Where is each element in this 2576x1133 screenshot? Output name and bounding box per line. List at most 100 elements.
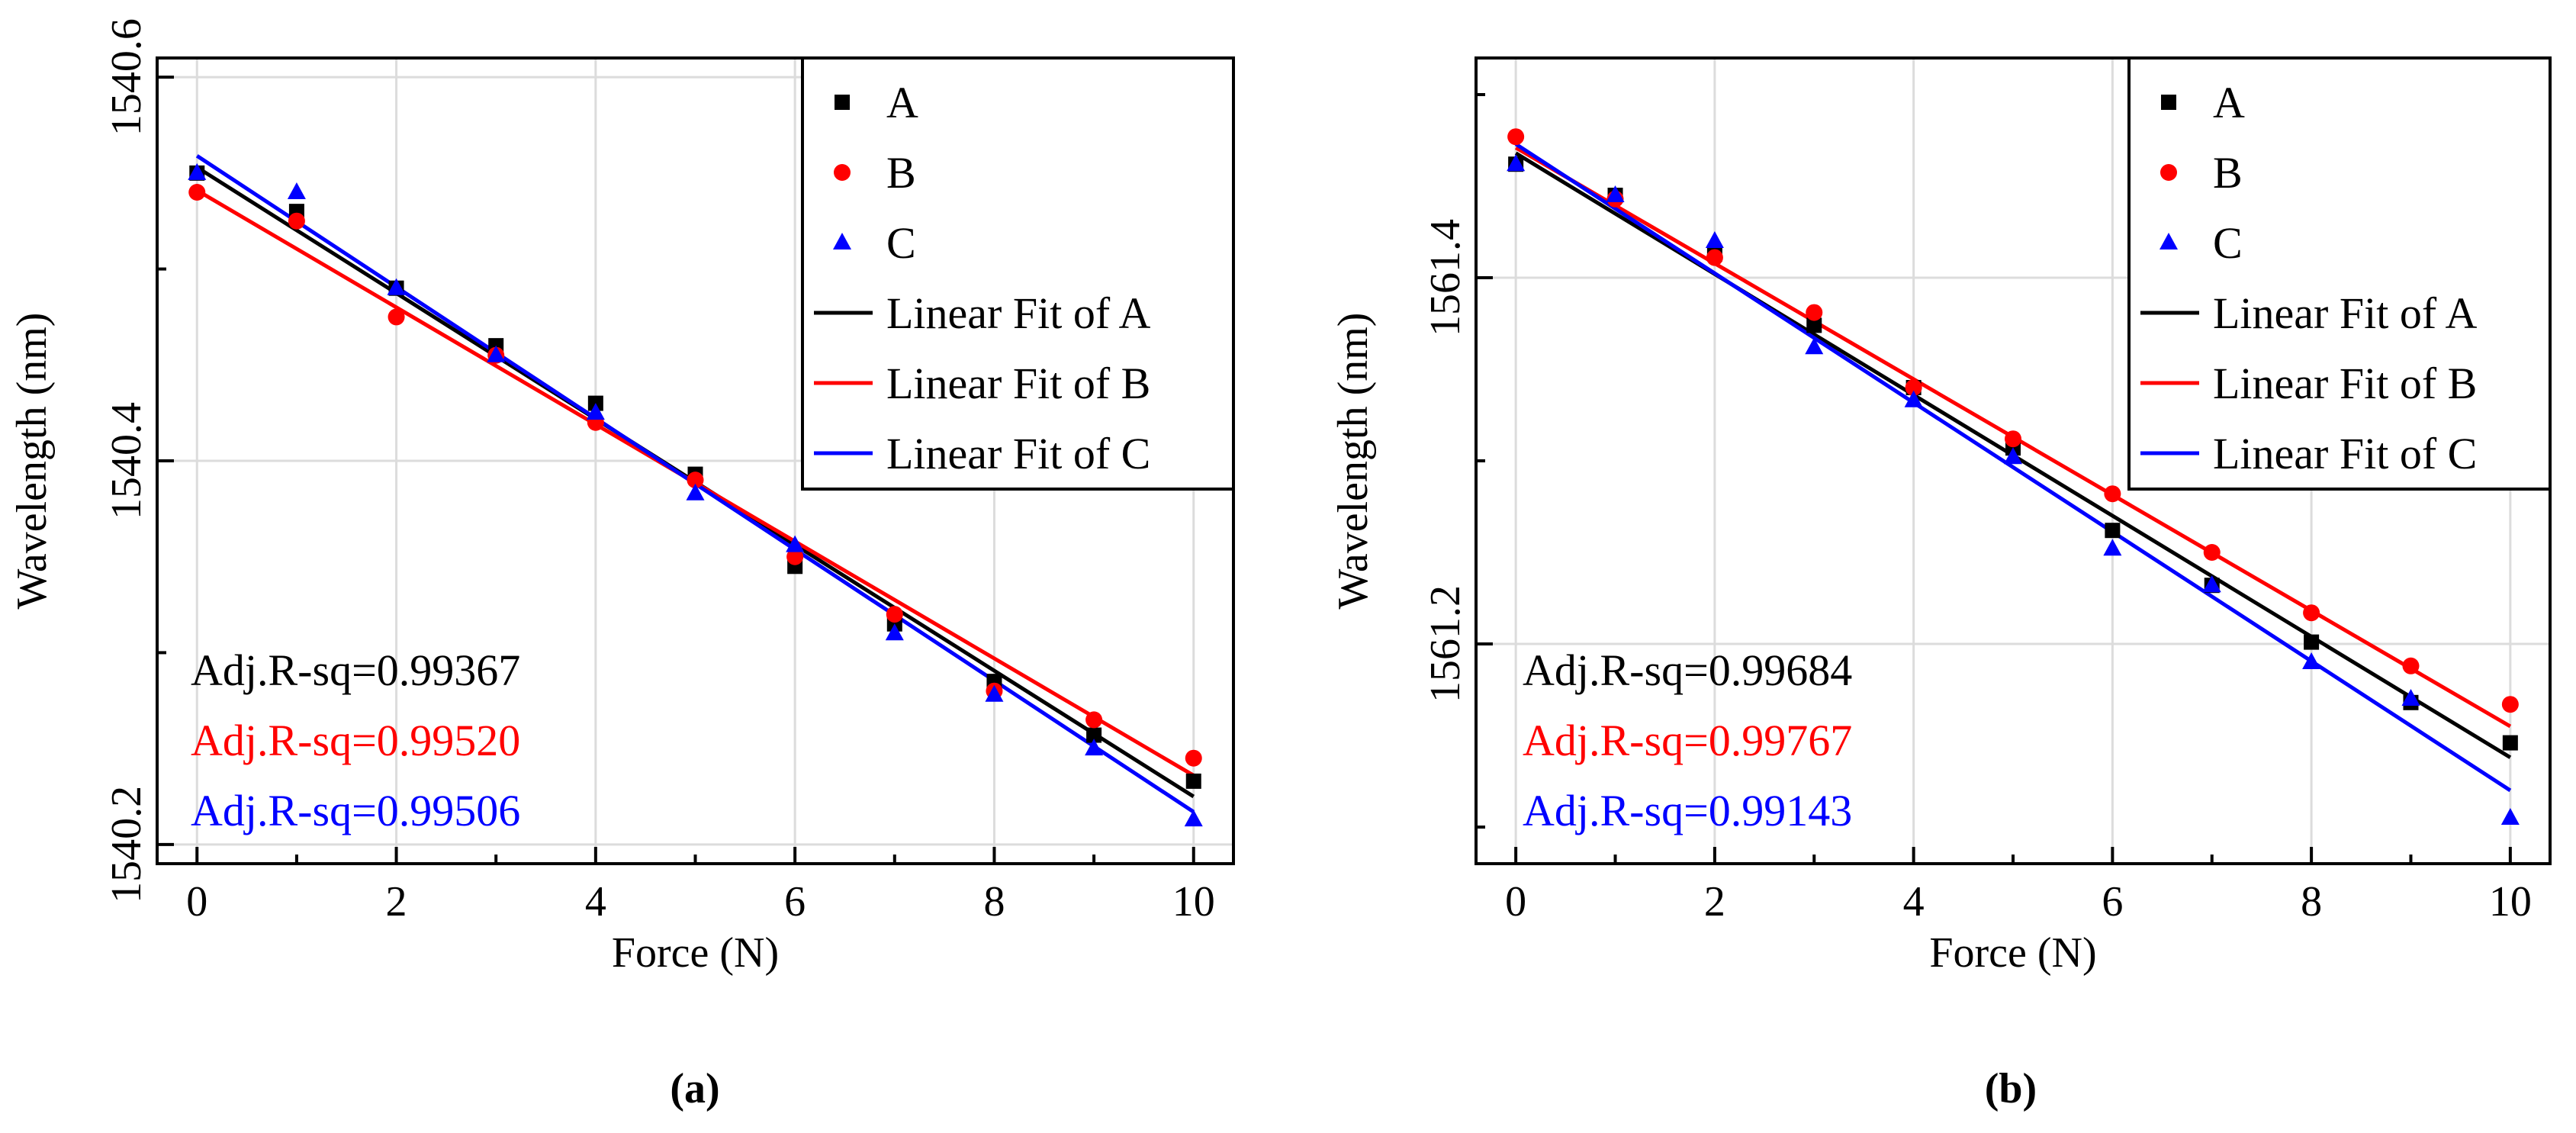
data-point-b — [2303, 604, 2320, 622]
data-point-c — [387, 278, 406, 295]
legend-box — [2127, 56, 2552, 491]
x-tick-label: 6 — [2102, 878, 2123, 925]
data-point-b — [1507, 128, 1525, 146]
data-point-c — [188, 163, 207, 180]
y-tick-label: 1540.6 — [103, 18, 150, 136]
x-tick-label: 0 — [1505, 878, 1526, 925]
data-point-c — [1184, 810, 1203, 827]
legend-marker-c — [833, 233, 851, 249]
data-point-a — [2502, 735, 2518, 751]
y-axis-label: Wavelength (nm) — [8, 313, 56, 610]
y-tick-label: 1561.4 — [1422, 219, 1469, 336]
x-tick-label: 4 — [585, 878, 606, 925]
data-point-b — [388, 308, 405, 326]
legend-label-fit-0: Linear Fit of A — [2213, 288, 2477, 338]
chart-panel-a: 0 2 4 6 8 10 1540.2 1540.4 1540.6 Force (N) Wavele… — [8, 18, 1235, 1112]
data-point-c — [287, 182, 306, 199]
data-point-b — [2203, 544, 2221, 561]
data-point-a — [1806, 317, 1822, 333]
series-c — [1507, 154, 2520, 825]
data-point-c — [487, 345, 506, 362]
data-point-b — [687, 472, 704, 489]
x-tick-label: 0 — [186, 878, 207, 925]
x-tick-label: 8 — [983, 878, 1005, 925]
data-point-b — [786, 548, 804, 565]
y-tick-label: 1540.2 — [103, 786, 150, 903]
y-tick-label: 1561.2 — [1422, 585, 1469, 703]
series-b — [1507, 128, 2519, 713]
x-tick-label: 10 — [1172, 878, 1215, 925]
data-point-c — [686, 483, 705, 501]
legend: ABC Linear Fit of A Linear Fit of B Linear … — [2127, 56, 2552, 491]
legend-label-a: A — [886, 78, 918, 127]
r-squared-annotation-2: Adj.R-sq=0.99143 — [1523, 786, 1852, 835]
x-tick-label: 6 — [784, 878, 806, 925]
data-point-c — [1606, 185, 1625, 202]
data-point-c — [2202, 575, 2221, 593]
legend-marker-b — [2160, 164, 2177, 181]
data-point-b — [1085, 711, 1103, 729]
legend-label-a: A — [2213, 78, 2245, 127]
data-point-b — [2402, 657, 2420, 674]
data-point-b — [1706, 249, 1723, 266]
y-axis-label: Wavelength (nm) — [1330, 313, 1377, 610]
data-point-c — [985, 684, 1004, 702]
data-point-c — [2500, 808, 2520, 825]
data-point-a — [2304, 634, 2320, 650]
data-point-c — [1085, 739, 1104, 756]
x-tick-label: 2 — [386, 878, 407, 925]
panel-label: (a) — [670, 1065, 719, 1112]
x-axis-label: Force (N) — [1929, 929, 2096, 977]
data-point-b — [188, 184, 206, 201]
r-squared-annotation-1: Adj.R-sq=0.99767 — [1523, 716, 1852, 765]
legend-label-fit-2: Linear Fit of C — [2213, 429, 2477, 478]
legend-marker-a — [835, 95, 850, 110]
series-c — [188, 163, 1203, 827]
data-point-b — [2005, 430, 2021, 448]
panel-label: (b) — [1985, 1065, 2037, 1112]
data-point-c — [1904, 390, 1923, 407]
data-point-a — [1185, 773, 1201, 789]
legend-marker-a — [2161, 95, 2176, 110]
r-squared-annotation-0: Adj.R-sq=0.99684 — [1523, 645, 1852, 695]
legend-label-fit-2: Linear Fit of C — [886, 429, 1150, 478]
legend-label-c: C — [886, 218, 916, 268]
data-point-b — [886, 606, 903, 623]
chart-panel-b: 0 2 4 6 8 10 1561.2 1561.4 Force (N) Wavelength (… — [1330, 56, 2552, 1112]
r-squared-annotation-1: Adj.R-sq=0.99520 — [191, 716, 520, 765]
x-axis-label: Force (N) — [612, 929, 779, 977]
y-tick-label: 1540.4 — [103, 402, 150, 520]
data-point-b — [1905, 379, 1922, 396]
data-point-c — [885, 623, 904, 641]
data-point-b — [1185, 749, 1202, 767]
data-point-c — [586, 403, 605, 420]
data-point-c — [1507, 154, 1526, 172]
r-squared-annotation-0: Adj.R-sq=0.99367 — [191, 645, 520, 695]
data-point-c — [2401, 689, 2420, 706]
data-point-b — [2104, 485, 2121, 503]
legend-label-c: C — [2213, 218, 2243, 268]
data-point-a — [2105, 523, 2121, 539]
legend: ABC Linear Fit of A Linear Fit of B Linear … — [801, 56, 1235, 491]
data-point-b — [2501, 696, 2519, 713]
data-point-b — [288, 212, 305, 230]
x-tick-label: 8 — [2301, 878, 2322, 925]
data-point-a — [1086, 727, 1102, 743]
x-tick-label: 2 — [1704, 878, 1725, 925]
data-point-c — [2004, 447, 2022, 465]
legend-label-b: B — [2213, 148, 2243, 198]
legend-label-fit-1: Linear Fit of B — [886, 359, 1150, 408]
legend-label-fit-1: Linear Fit of B — [2213, 359, 2477, 408]
legend-label-fit-0: Linear Fit of A — [886, 288, 1150, 338]
legend-label-b: B — [886, 148, 916, 198]
data-point-c — [2103, 539, 2122, 556]
fit-line-c — [1514, 142, 2512, 793]
r-squared-annotation-2: Adj.R-sq=0.99506 — [191, 786, 520, 835]
x-tick-label: 4 — [1903, 878, 1925, 925]
legend-marker-c — [2160, 233, 2178, 249]
x-tick-label: 10 — [2489, 878, 2532, 925]
data-point-b — [1806, 304, 1823, 321]
legend-box — [801, 56, 1235, 491]
legend-marker-b — [834, 164, 851, 181]
